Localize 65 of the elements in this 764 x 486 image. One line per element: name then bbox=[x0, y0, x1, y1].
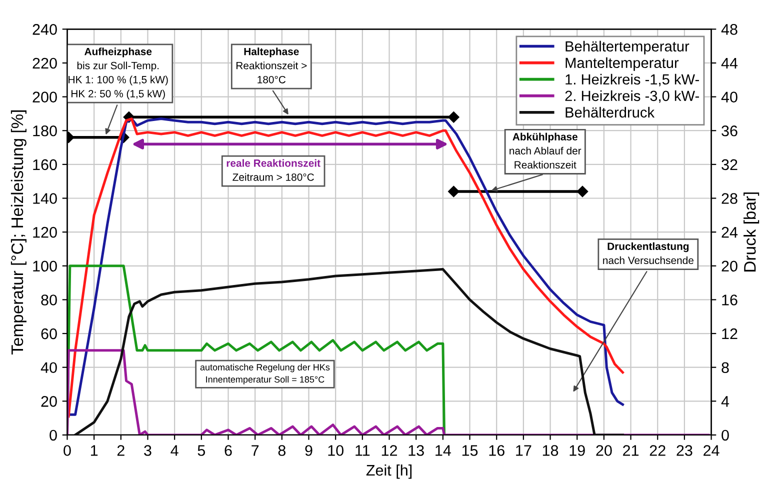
x-tick-label: 11 bbox=[356, 445, 370, 456]
x-tick-label: 19 bbox=[570, 445, 585, 456]
y2-tick-label: 40 bbox=[721, 92, 738, 102]
y-tick-label: 120 bbox=[33, 226, 57, 238]
x-tick-label: 17 bbox=[516, 445, 532, 456]
y-tick-label: 0 bbox=[50, 430, 57, 441]
x-tick-label: 20 bbox=[596, 445, 612, 456]
y-tick-label: 200 bbox=[32, 92, 57, 102]
x-tick-label: 21 bbox=[623, 445, 639, 456]
y2-tick-label: 0 bbox=[722, 430, 729, 441]
annotation: reale Reaktionszeit Zeitraum > 180°C bbox=[226, 159, 320, 181]
x-tick-label: 23 bbox=[676, 445, 692, 456]
y2-tick-label: 20 bbox=[722, 260, 738, 272]
x-tick-label: 16 bbox=[489, 445, 504, 456]
y-tick-label: 100 bbox=[33, 260, 57, 272]
legend-label: 2. Heizkreis -3,0 kW- bbox=[565, 90, 699, 103]
y-tick-label: 20 bbox=[41, 396, 57, 407]
y2-tick-label: 24 bbox=[722, 226, 738, 238]
y2-tick-label: 32 bbox=[722, 159, 738, 170]
x-tick-label: 2 bbox=[117, 445, 124, 456]
y-tick-label: 40 bbox=[40, 362, 57, 374]
x-tick-label: 6 bbox=[224, 445, 232, 456]
legend-label: Behälterdruck bbox=[566, 106, 655, 118]
x-tick-label: 15 bbox=[462, 445, 478, 456]
y-tick-label: 180 bbox=[33, 125, 57, 136]
annotation: Abkühlphase nach Ablauf der Reaktionszeit bbox=[510, 132, 582, 169]
x-tick-label: 18 bbox=[542, 445, 558, 456]
legend-label: 1. Heizkreis -1,5 kW- bbox=[566, 74, 699, 86]
y-tick-label: 240 bbox=[32, 24, 57, 35]
y2-tick-label: 4 bbox=[721, 396, 730, 407]
x-tick-label: 9 bbox=[305, 445, 312, 456]
x-axis-title: Zeit [h] bbox=[366, 464, 412, 479]
y-tick-label: 80 bbox=[41, 294, 57, 306]
x-tick-label: 24 bbox=[704, 445, 720, 456]
annotation: Aufheizphase bis zur Soll-Temp. HK 1: 100 % (1,5 kW) HK 2: 50 % (1,5 kW) bbox=[68, 48, 168, 100]
y2-tick-label: 44 bbox=[721, 58, 738, 69]
y-tick-label: 140 bbox=[33, 193, 57, 204]
y2-tick-label: 48 bbox=[721, 24, 738, 35]
y-tick-label: 60 bbox=[41, 328, 57, 340]
y-axis-title: Temperatur [°C]; Heizleistung [%] bbox=[10, 110, 26, 354]
y2-axis-title: Druck [bar] bbox=[744, 192, 760, 272]
legend-label: Manteltemperatur bbox=[566, 57, 679, 71]
annotation: Druckentlastung nach Versuchsende bbox=[603, 242, 694, 264]
x-tick-label: 8 bbox=[278, 445, 286, 456]
x-tick-label: 3 bbox=[144, 445, 152, 456]
x-tick-label: 0 bbox=[64, 445, 71, 456]
x-tick-label: 4 bbox=[170, 445, 178, 456]
x-tick-label: 7 bbox=[252, 445, 259, 456]
annotation: Haltephase Reaktionszeit > 180°C bbox=[236, 48, 307, 84]
x-tick-label: 22 bbox=[650, 445, 666, 456]
x-tick-label: 13 bbox=[408, 445, 424, 456]
y-tick-label: 220 bbox=[32, 58, 57, 69]
x-tick-label: 14 bbox=[436, 445, 451, 456]
x-tick-label: 10 bbox=[328, 445, 344, 456]
x-tick-label: 12 bbox=[382, 445, 397, 456]
legend-label: Behältertemperatur bbox=[566, 40, 690, 54]
x-tick-label: 5 bbox=[198, 445, 206, 456]
y-tick-label: 160 bbox=[33, 159, 57, 170]
annotation: automatische Regelung der HKs Innentemperatur Soll = 185°C bbox=[200, 364, 330, 384]
y2-tick-label: 8 bbox=[722, 362, 729, 374]
y2-tick-label: 16 bbox=[722, 294, 738, 306]
y2-tick-label: 36 bbox=[722, 125, 738, 136]
y2-tick-label: 28 bbox=[722, 193, 738, 204]
x-tick-label: 1 bbox=[90, 445, 98, 456]
y2-tick-label: 12 bbox=[722, 328, 738, 340]
